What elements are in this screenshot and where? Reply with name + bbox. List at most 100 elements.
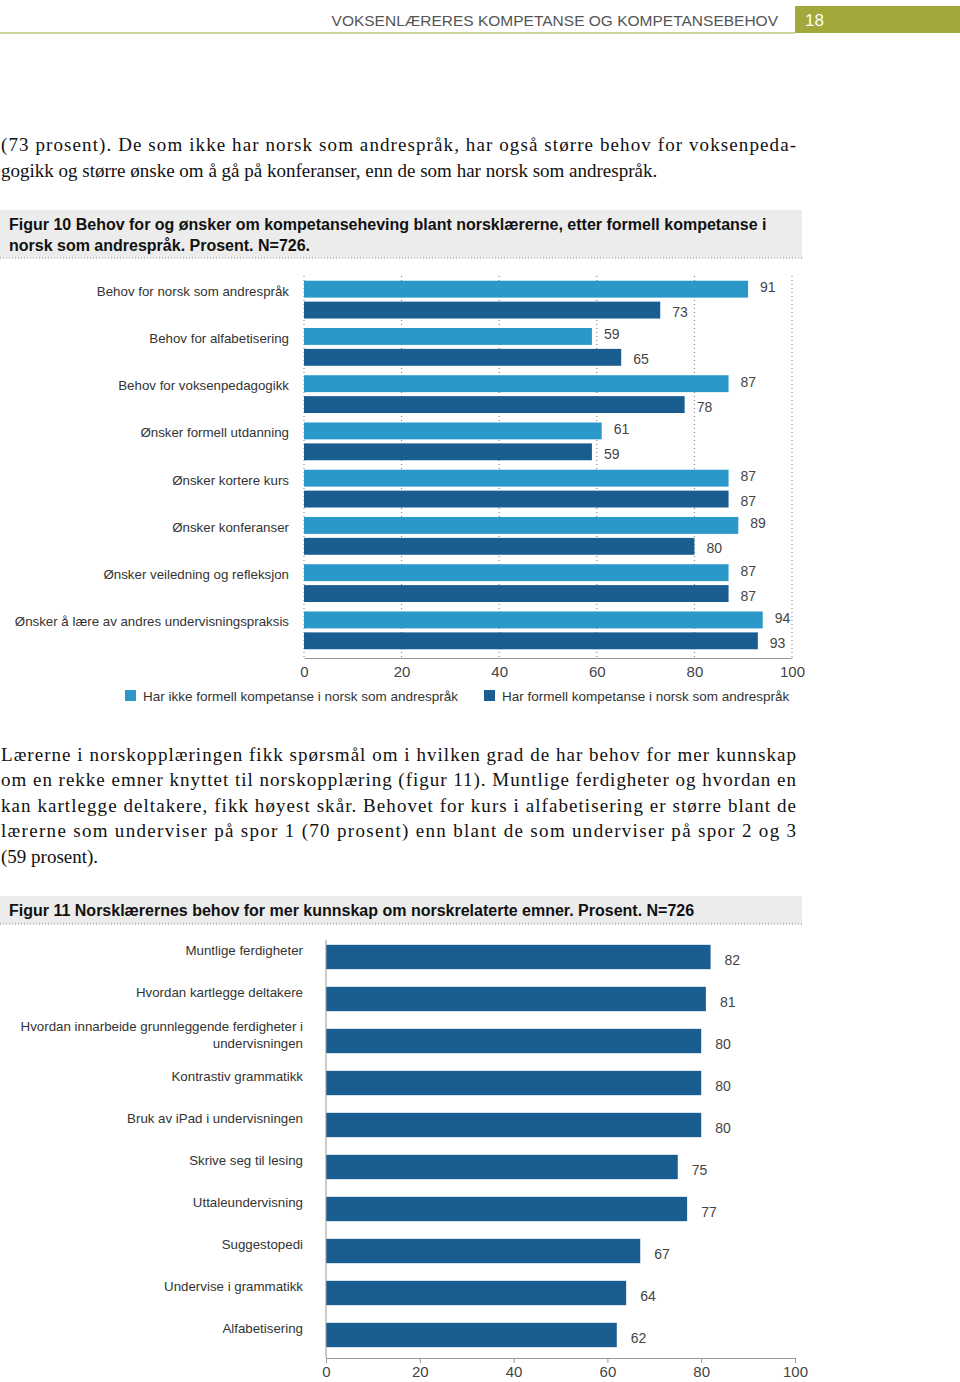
bar <box>304 470 729 487</box>
bar <box>326 1239 640 1263</box>
data-label: 61 <box>614 421 630 437</box>
caption-rule <box>0 924 802 925</box>
category-label: Alfabetisering <box>222 1321 303 1336</box>
chart-1: 91598761878987947365785987808793Behov fo… <box>15 276 805 704</box>
category-label: Hvordan kartlegge deltakere <box>136 985 303 1000</box>
category-label: Kontrastiv grammatikk <box>171 1069 303 1084</box>
bar <box>304 349 621 366</box>
data-label: 73 <box>672 304 688 320</box>
bar <box>326 1281 626 1305</box>
tick: 40 <box>506 1358 523 1380</box>
header-rule <box>0 32 795 33</box>
data-label: 80 <box>715 1036 731 1052</box>
data-label: 87 <box>741 493 757 509</box>
data-label: 82 <box>725 952 741 968</box>
bar <box>326 1029 701 1053</box>
bar <box>326 987 706 1011</box>
data-label: 62 <box>631 1330 647 1346</box>
page: VOKSENLÆRERES KOMPETANSE OG KOMPETANSEBE… <box>0 0 960 1382</box>
bar <box>304 632 758 649</box>
legend-swatch <box>484 690 495 701</box>
data-label: 78 <box>697 399 713 415</box>
category-label: Ønsker kortere kurs <box>172 473 289 488</box>
bar <box>304 564 729 581</box>
tick: 60 <box>589 658 606 680</box>
category-label: Ønsker konferanser <box>172 520 289 535</box>
caption-rule <box>0 258 802 259</box>
chart-title: Figur 10 Behov for og ønsker om kompetan… <box>9 216 767 254</box>
bar <box>304 491 729 508</box>
bar <box>304 396 685 413</box>
bar <box>326 1071 701 1095</box>
bar <box>304 517 738 534</box>
tick-label: 60 <box>600 1363 617 1380</box>
tick-label: 100 <box>783 1363 808 1380</box>
category-label: Ønsker å lære av andres undervisningspra… <box>15 614 290 629</box>
tick-label: 40 <box>491 663 508 680</box>
data-label: 87 <box>741 588 757 604</box>
bar <box>304 585 729 602</box>
tick: 20 <box>412 1358 429 1380</box>
data-label: 80 <box>715 1120 731 1136</box>
data-label: 59 <box>604 446 620 462</box>
data-label: 94 <box>775 610 791 626</box>
tick-label: 80 <box>687 663 704 680</box>
bar <box>326 1155 678 1179</box>
tick: 0 <box>322 1358 330 1380</box>
category-label: Behov for voksenpedagogikk <box>118 378 289 393</box>
tick-label: 20 <box>412 1363 429 1380</box>
tick: 100 <box>780 658 805 680</box>
category-label: Bruk av iPad i undervisningen <box>127 1111 303 1126</box>
tick: 100 <box>783 1358 808 1380</box>
tick: 40 <box>491 658 508 680</box>
page-number-box <box>795 6 960 33</box>
category-label: Ønsker formell utdanning <box>140 425 289 440</box>
data-label: 67 <box>654 1246 670 1262</box>
paragraph-line: (59 prosent). <box>1 846 98 868</box>
x-axis: 0 20 40 60 80 100 <box>322 1358 808 1380</box>
bar <box>304 328 592 345</box>
tick: 0 <box>300 658 308 680</box>
bar <box>326 945 711 969</box>
bar <box>304 302 660 319</box>
data-label: 91 <box>760 279 776 295</box>
bar <box>304 281 748 298</box>
paragraph-line: om en rekke emner knyttet til norskopplæ… <box>1 769 796 791</box>
tick: 60 <box>600 1358 617 1380</box>
paragraph-line: kan kartlegge deltakere, fikk høyest skå… <box>1 795 796 816</box>
tick-label: 0 <box>322 1363 330 1380</box>
caption-box <box>0 896 802 924</box>
tick-label: 0 <box>300 663 308 680</box>
bar <box>304 422 602 439</box>
tick: 80 <box>693 1358 710 1380</box>
category-label: Ønsker veiledning og refleksjon <box>103 567 289 582</box>
bar <box>326 1323 617 1347</box>
page-number: 18 <box>805 11 824 30</box>
data-label: 87 <box>741 468 757 484</box>
bar <box>304 538 694 555</box>
y-axis-line <box>326 940 327 1358</box>
chart-title: Figur 11 Norsklærernes behov for mer kun… <box>9 902 694 919</box>
x-axis: 0 20 40 60 80 100 <box>300 658 805 680</box>
bars <box>304 281 763 650</box>
paragraph-line: (73 prosent). De som ikke har norsk som … <box>1 134 796 156</box>
data-label: 77 <box>701 1204 717 1220</box>
data-label: 65 <box>633 351 649 367</box>
tick: 20 <box>394 658 411 680</box>
tick-label: 60 <box>589 663 606 680</box>
data-label: 87 <box>741 374 757 390</box>
data-label: 75 <box>692 1162 708 1178</box>
data-label: 89 <box>750 515 766 531</box>
axis-line <box>305 658 793 659</box>
data-label: 80 <box>715 1078 731 1094</box>
category-label: Behov for alfabetisering <box>149 331 289 346</box>
data-label: 80 <box>706 540 722 556</box>
tick-label: 20 <box>394 663 411 680</box>
chart-2: 82818080807577676462Muntlige ferdigheter… <box>21 940 808 1380</box>
bar <box>304 611 763 628</box>
category-label: Undervise i grammatikk <box>164 1279 303 1294</box>
axis-line <box>327 1359 796 1364</box>
caption-box <box>0 210 802 258</box>
bar <box>326 1113 701 1137</box>
bar <box>304 375 729 392</box>
